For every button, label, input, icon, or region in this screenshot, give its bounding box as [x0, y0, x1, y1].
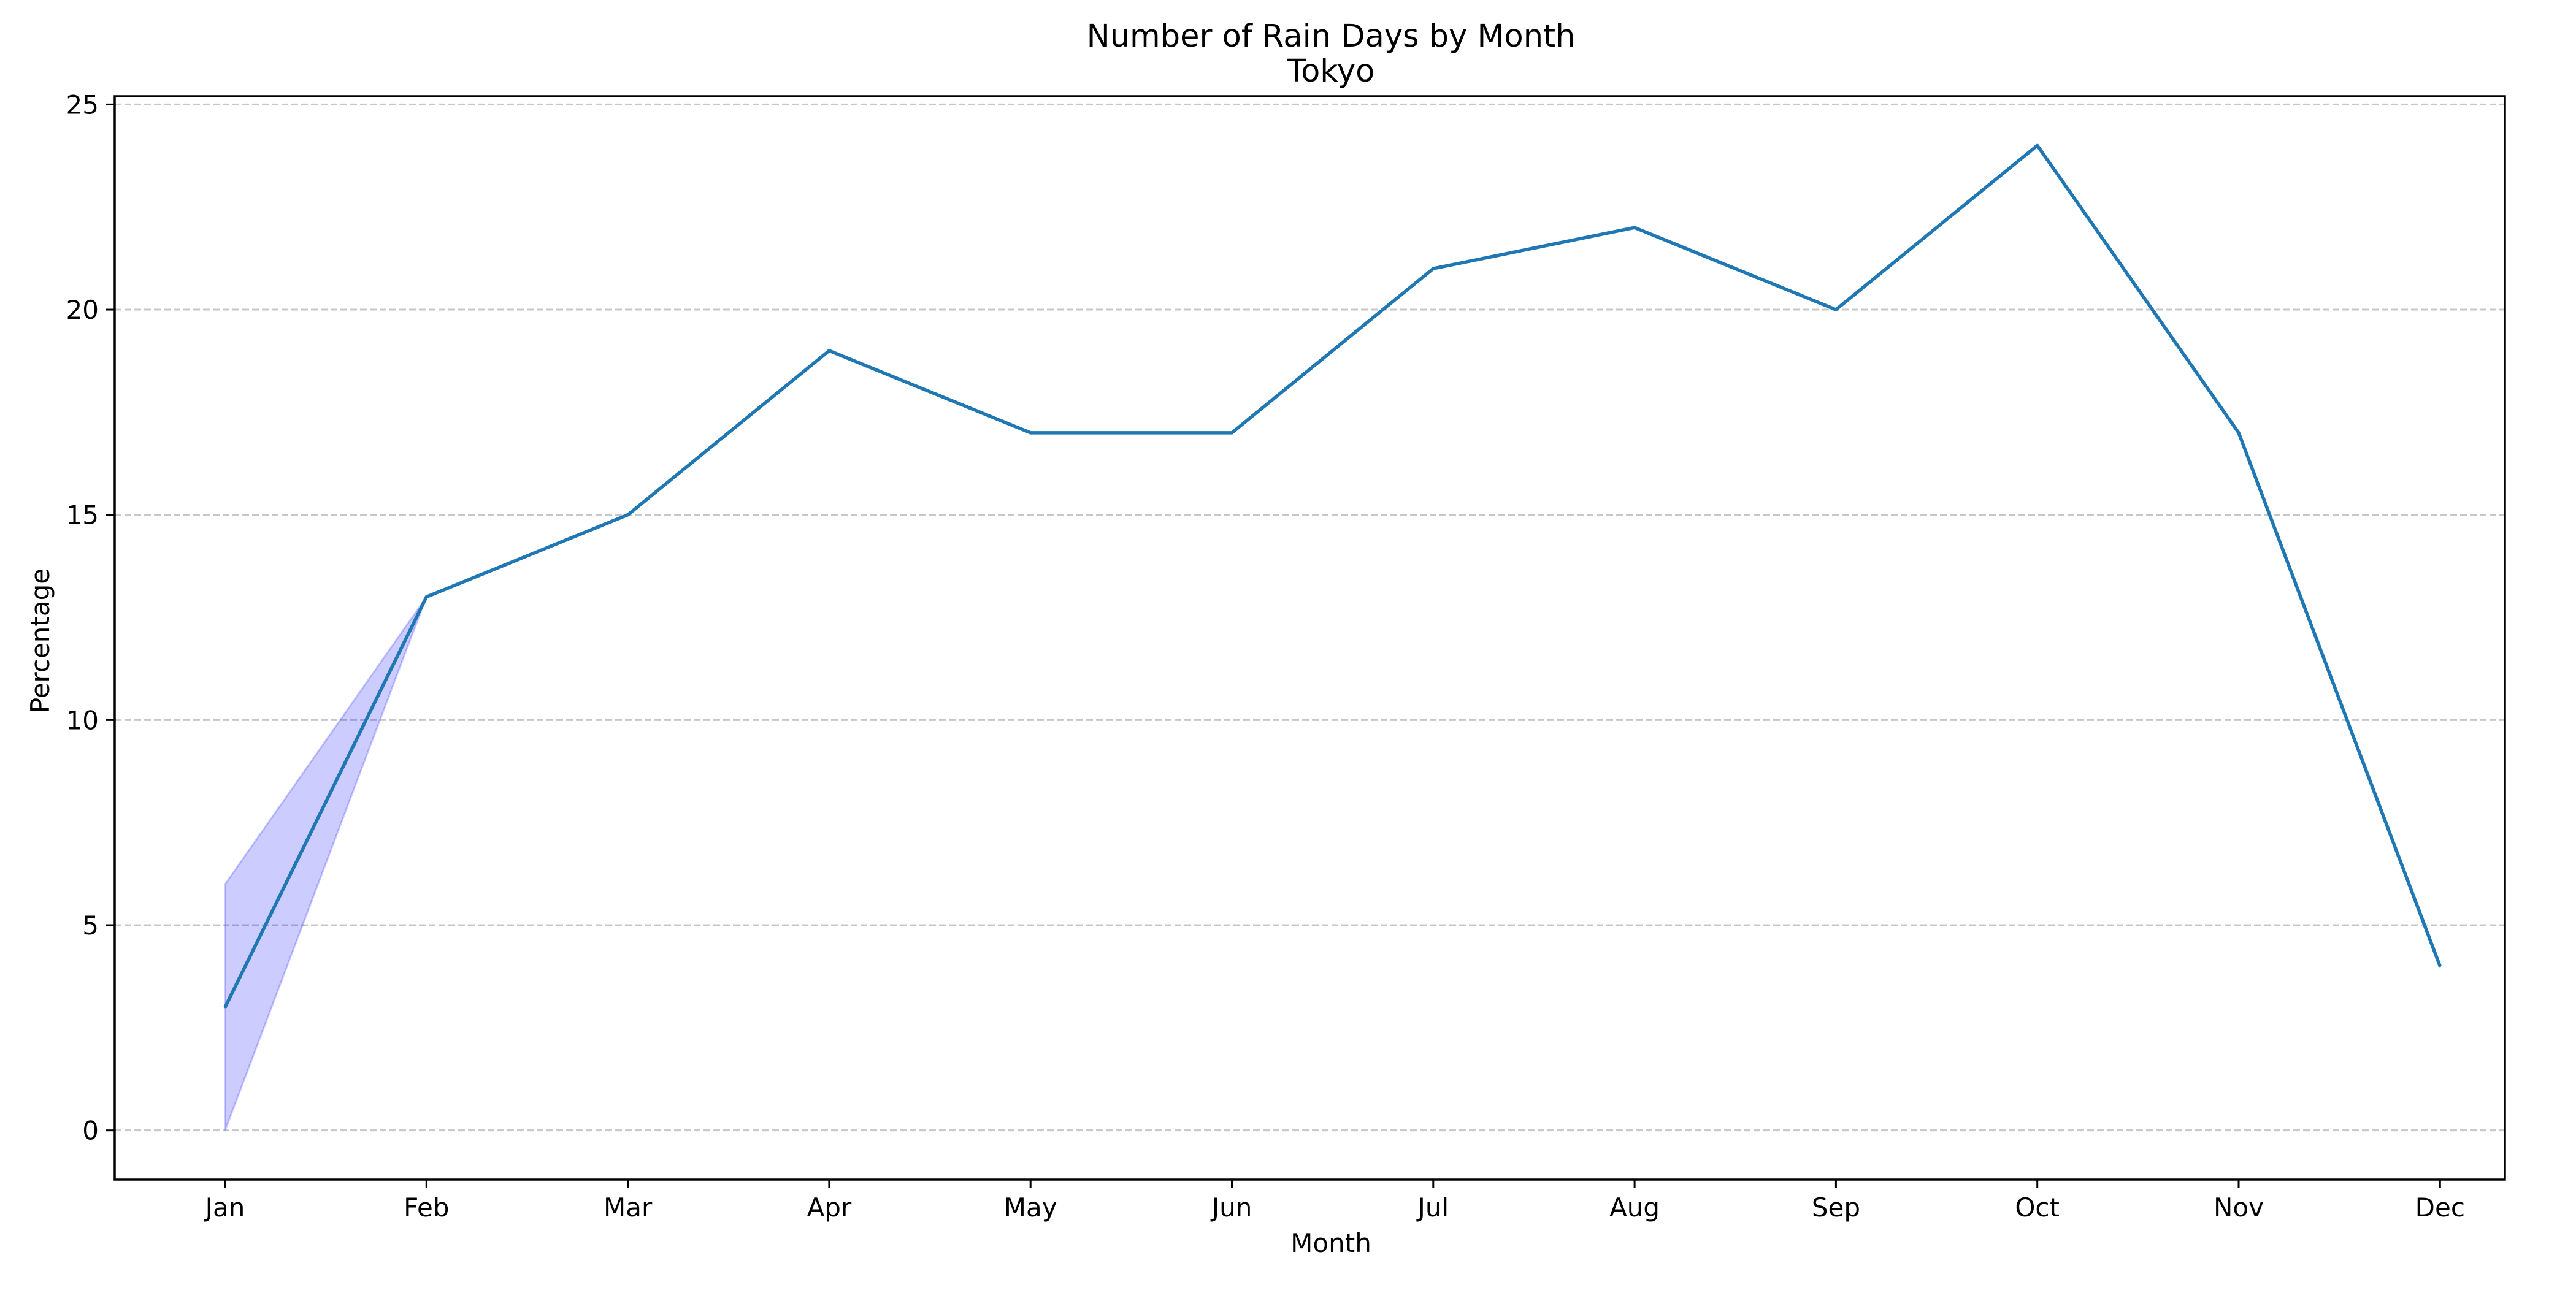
x-tick-label: Dec	[2415, 1193, 2465, 1223]
y-tick-label: 15	[66, 500, 99, 530]
x-axis-label: Month	[1290, 1228, 1371, 1258]
data-point	[1834, 308, 1837, 311]
chart-subtitle: Tokyo	[1287, 53, 1375, 90]
data-point	[2237, 432, 2240, 434]
x-tick-label: Feb	[404, 1193, 449, 1223]
x-tick-label: Nov	[2214, 1193, 2264, 1223]
data-point	[1432, 267, 1435, 270]
x-tick-label: May	[1004, 1193, 1057, 1223]
data-point	[828, 349, 830, 352]
plot-area-frame	[113, 95, 2506, 1181]
x-tick-label: Oct	[2015, 1193, 2060, 1223]
data-point	[224, 1006, 226, 1009]
data-point	[1231, 432, 1233, 434]
series-line	[223, 143, 2442, 1009]
data-point	[627, 514, 629, 516]
y-tick-label: 0	[82, 1116, 99, 1146]
y-tick-label: 5	[82, 910, 99, 941]
x-tick-label: Mar	[604, 1193, 653, 1223]
x-tick-label: Jan	[204, 1193, 245, 1223]
y-tick-label: 25	[66, 90, 99, 120]
x-tick-label: Aug	[1609, 1193, 1660, 1223]
x-tick-label: Jun	[1210, 1193, 1252, 1223]
data-point	[2439, 965, 2441, 968]
y-axis-label: Percentage	[25, 568, 55, 713]
data-point	[2036, 144, 2039, 147]
confidence-band	[224, 596, 427, 1131]
x-tick-label: Jul	[1416, 1193, 1449, 1223]
y-axis-ticks: 0 5 10 15 20 25	[66, 90, 115, 1146]
x-tick-label: Apr	[807, 1193, 852, 1223]
x-tick-label: Sep	[1812, 1193, 1860, 1223]
data-point	[1029, 432, 1032, 434]
data-point	[425, 596, 427, 598]
series-lines	[223, 143, 2442, 1009]
grid-lines	[115, 103, 2505, 1132]
chart-title: Number of Rain Days by Month	[1087, 18, 1576, 55]
x-axis-ticks: Jan Feb Mar Apr May Jun Jul Aug Sep Oct Nov Dec	[204, 1180, 2465, 1223]
y-tick-label: 10	[66, 705, 99, 735]
y-tick-label: 20	[66, 295, 99, 325]
shaded-range-area	[224, 596, 427, 1131]
data-point	[1633, 226, 1636, 229]
